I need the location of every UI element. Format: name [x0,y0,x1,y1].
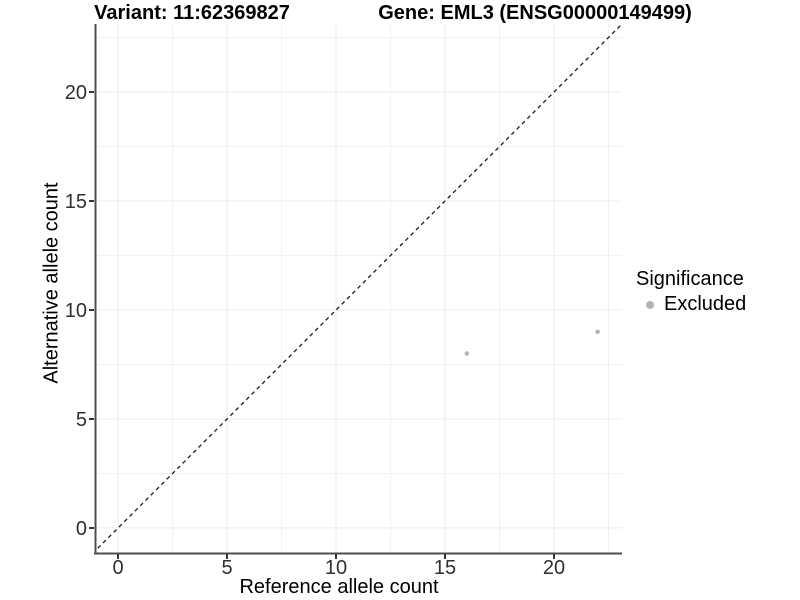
plot-title-gene: Gene: EML3 (ENSG00000149499) [378,2,692,24]
data-point [464,351,470,356]
data-point [595,329,600,335]
x-tick-label: 10 [325,557,347,579]
plot-title-variant: Variant: 11:62369827 [94,2,290,24]
identity-reference-line [95,24,622,552]
y-tick-label: 10 [65,300,87,322]
y-tick-label: 5 [76,409,87,431]
y-tick-label: 15 [65,191,87,213]
x-tick-label: 5 [222,557,233,579]
x-tick-label: 15 [434,557,456,579]
legend-item-excluded: Excluded [636,293,746,316]
legend: Significance Excluded [636,268,746,316]
legend-item-label: Excluded [664,293,747,315]
x-tick-label: 0 [113,557,124,579]
y-axis-label: Alternative allele count [40,182,63,384]
legend-title: Significance [636,268,744,290]
x-axis-label: Reference allele count [239,576,439,598]
y-tick-label: 0 [76,518,87,540]
y-tick-label: 20 [65,82,87,104]
legend-key-dot-icon [646,300,654,309]
x-tick-label: 20 [543,557,565,579]
